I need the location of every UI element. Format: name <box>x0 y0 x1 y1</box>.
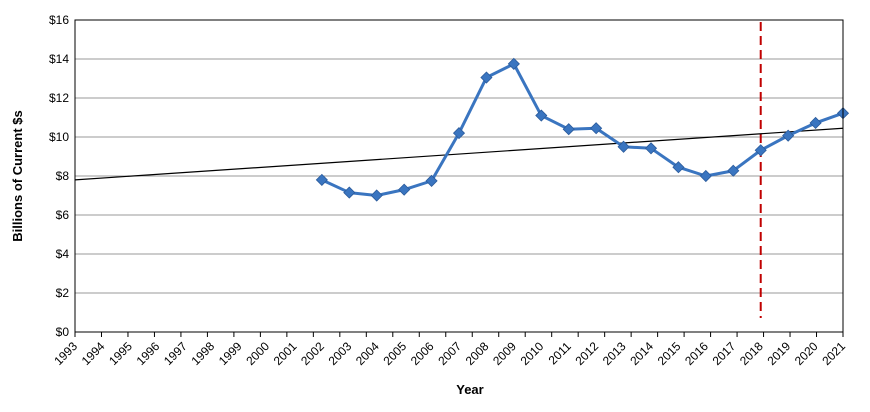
x-tick-label: 2011 <box>546 339 574 367</box>
x-tick-label: 2012 <box>572 339 601 368</box>
data-point-marker <box>535 109 548 122</box>
data-point-marker <box>452 127 466 140</box>
x-tick-label: 2015 <box>655 339 684 368</box>
x-tick-label: 1996 <box>134 339 163 368</box>
x-tick-label: 2014 <box>627 339 656 368</box>
x-tick-label: 2019 <box>764 339 793 368</box>
data-point-marker <box>727 164 740 177</box>
data-point-marker <box>782 129 795 142</box>
x-tick-label: 2010 <box>518 339 547 368</box>
data-point-marker <box>809 116 822 130</box>
x-tick-label: 2016 <box>682 339 711 368</box>
y-tick-label: $2 <box>56 286 70 300</box>
x-tick-label: 2001 <box>271 339 300 368</box>
x-tick-label: 2002 <box>298 339 327 368</box>
y-tick-label: $0 <box>56 325 70 339</box>
x-tick-label: 1997 <box>161 339 190 368</box>
x-axis-title: Year <box>456 382 483 397</box>
x-tick-label: 2013 <box>600 339 629 368</box>
gridlines <box>75 19 843 294</box>
data-point-marker <box>699 169 712 183</box>
y-tick-labels: $0 $2 $4 $6 $8 $10 $12 $14 $16 <box>49 13 69 339</box>
data-point-marker <box>425 174 438 187</box>
data-point-marker <box>507 57 520 70</box>
x-tick-label: 2021 <box>819 339 848 368</box>
x-tick-label: 2000 <box>243 339 272 368</box>
x-tick-label: 2009 <box>490 339 519 368</box>
data-point-marker <box>480 71 493 84</box>
series-group <box>315 57 850 202</box>
y-tick-label: $14 <box>49 52 69 66</box>
trendline <box>74 127 844 181</box>
y-tick-label: $10 <box>49 130 69 144</box>
data-point-marker <box>315 173 328 186</box>
x-tick-label: 2020 <box>792 339 821 368</box>
x-tick-labels: 1993199419951996199719981999200020012002… <box>51 339 848 368</box>
plot-area-border <box>74 19 844 333</box>
x-tick-label: 2008 <box>463 339 492 368</box>
x-tick-label: 2018 <box>737 339 766 368</box>
y-tick-label: $8 <box>56 169 70 183</box>
y-tick-label: $16 <box>49 13 69 27</box>
data-point-marker <box>672 161 685 174</box>
data-point-marker <box>398 183 411 196</box>
y-tick-label: $4 <box>56 247 70 261</box>
y-axis-title: Billions of Current $s <box>10 110 25 241</box>
y-tick-label: $6 <box>56 208 70 222</box>
data-point-marker <box>370 189 383 202</box>
data-point-marker <box>644 142 658 155</box>
x-tick-label: 1998 <box>188 339 217 368</box>
data-point-marker <box>617 140 630 153</box>
x-tick-label: 1994 <box>79 339 108 368</box>
x-tick-label: 2007 <box>435 339 464 368</box>
data-point-marker <box>562 123 575 136</box>
x-tick-label: 1995 <box>106 339 135 368</box>
x-tick-label: 1999 <box>216 339 245 368</box>
x-tick-label: 2004 <box>353 339 382 368</box>
data-point-marker <box>343 186 356 199</box>
data-point-marker <box>754 144 767 157</box>
x-tick-label: 2017 <box>710 339 739 368</box>
y-tick-label: $12 <box>49 91 69 105</box>
x-tick-label: 2005 <box>380 339 409 368</box>
x-tick-label: 2006 <box>408 339 437 368</box>
trendline-group <box>74 127 844 181</box>
x-tick-label: 1993 <box>51 339 80 368</box>
axes <box>74 19 844 337</box>
data-point-marker <box>590 122 603 135</box>
x-tick-label: 2003 <box>326 339 355 368</box>
